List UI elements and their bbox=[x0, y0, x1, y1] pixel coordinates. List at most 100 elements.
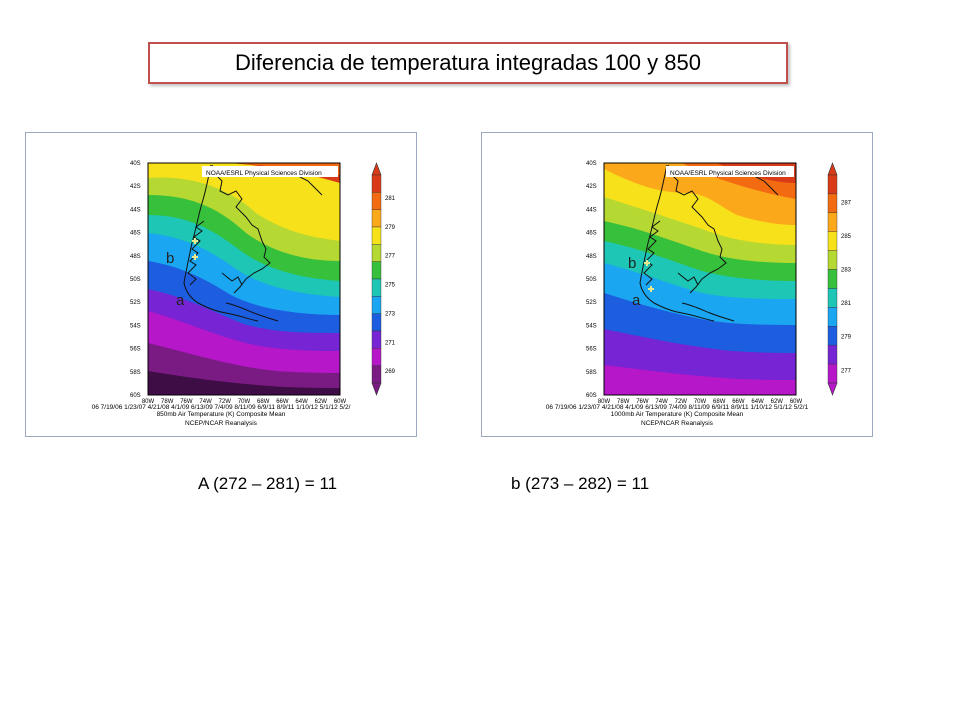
caption-left: A (272 – 281) = 11 bbox=[198, 474, 338, 493]
colorbar-1000mb: 287 285 283 281 279 277 bbox=[827, 162, 852, 396]
lat-label: 58S bbox=[130, 370, 141, 376]
lon-label: 76W bbox=[636, 399, 649, 405]
lat-label: 46S bbox=[130, 231, 141, 237]
lon-label: 78W bbox=[617, 399, 630, 405]
colorbar-segment bbox=[371, 226, 382, 245]
coastline bbox=[183, 164, 323, 322]
lon-label: 62W bbox=[315, 399, 328, 405]
latitude-labels: 40S 42S 44S 46S 48S 50S 52S 54S 56S 58S 60S bbox=[130, 161, 141, 399]
colorbar-segment bbox=[827, 250, 838, 270]
lon-label: 64W bbox=[295, 399, 308, 405]
colorbar-label: 277 bbox=[385, 254, 396, 260]
lon-label: 62W bbox=[771, 399, 784, 405]
colorbar-label: 273 bbox=[385, 311, 396, 317]
lat-label: 44S bbox=[130, 207, 141, 213]
colorbar-label: 269 bbox=[385, 369, 396, 375]
colorbar-segment bbox=[371, 174, 382, 193]
map-subtitle: 850mb Air Temperature (K) Composite Mean bbox=[157, 411, 286, 418]
map-frame bbox=[147, 162, 341, 396]
colorbar-label: 283 bbox=[841, 268, 852, 274]
lat-label: 50S bbox=[130, 277, 141, 283]
longitude-labels: 80W 78W 76W 74W 72W 70W 68W 66W 64W 62W 60W bbox=[598, 399, 803, 405]
colorbar-segment bbox=[827, 363, 838, 384]
credit-box bbox=[202, 166, 338, 177]
lon-label: 78W bbox=[161, 399, 174, 405]
credit-box bbox=[666, 166, 794, 177]
credit-text: NOAA/ESRL Physical Sciences Division bbox=[670, 170, 786, 177]
page-title: Diferencia de temperatura integradas 100… bbox=[235, 50, 701, 75]
map-subtitle: 1000mb Air Temperature (K) Composite Mea… bbox=[611, 411, 744, 418]
lon-label: 80W bbox=[142, 399, 155, 405]
colorbar-label: 271 bbox=[385, 340, 396, 346]
colorbar-segment bbox=[827, 344, 838, 365]
colorbar-segment bbox=[827, 174, 838, 195]
lon-label: 76W bbox=[180, 399, 193, 405]
lat-label: 60S bbox=[130, 393, 141, 399]
date-list: 06 7/19/06 1/23/07 4/21/08 4/1/09 6/13/0… bbox=[546, 404, 809, 411]
map-panel-850mb: b a NOAA/ESRL Physical Sciences Division… bbox=[25, 132, 417, 437]
map-figure-850mb: b a NOAA/ESRL Physical Sciences Division… bbox=[26, 133, 416, 436]
lat-label: 56S bbox=[130, 347, 141, 353]
lon-label: 64W bbox=[751, 399, 764, 405]
lat-label: 42S bbox=[130, 184, 141, 190]
lon-label: 68W bbox=[713, 399, 726, 405]
lon-label: 60W bbox=[790, 399, 803, 405]
lat-label: 52S bbox=[130, 300, 141, 306]
lat-label: 48S bbox=[586, 254, 597, 260]
lon-label: 66W bbox=[732, 399, 745, 405]
lat-label: 54S bbox=[586, 323, 597, 329]
lon-label: 74W bbox=[199, 399, 212, 405]
colorbar-label: 279 bbox=[841, 335, 852, 341]
lon-label: 74W bbox=[655, 399, 668, 405]
colorbar-segment bbox=[371, 365, 382, 384]
lat-label: 50S bbox=[586, 277, 597, 283]
lat-label: 52S bbox=[586, 300, 597, 306]
temperature-field bbox=[148, 163, 340, 395]
colorbar-label: 281 bbox=[841, 301, 852, 307]
longitude-labels: 80W 78W 76W 74W 72W 70W 68W 66W 64W 62W 60W bbox=[142, 399, 347, 405]
latitude-labels: 40S 42S 44S 46S 48S 50S 52S 54S 56S 58S 60S bbox=[586, 161, 597, 399]
lat-label: 60S bbox=[586, 393, 597, 399]
colorbar-label: 277 bbox=[841, 368, 852, 374]
point-b-label: b bbox=[628, 255, 636, 272]
lon-label: 70W bbox=[694, 399, 707, 405]
lat-label: 56S bbox=[586, 347, 597, 353]
map-figure-1000mb: b a NOAA/ESRL Physical Sciences Division… bbox=[482, 133, 872, 436]
colorbar-label: 275 bbox=[385, 283, 396, 289]
temperature-field bbox=[604, 163, 796, 395]
colorbar-segment bbox=[827, 326, 838, 346]
colorbar-label: 279 bbox=[385, 225, 396, 231]
lon-label: 70W bbox=[238, 399, 251, 405]
lat-label: 40S bbox=[586, 161, 597, 167]
colorbar-segment bbox=[371, 244, 382, 262]
colorbar-850mb: 281 279 277 275 273 271 269 bbox=[371, 162, 396, 396]
colorbar-label: 281 bbox=[385, 196, 396, 202]
lon-label: 80W bbox=[598, 399, 611, 405]
lat-label: 44S bbox=[586, 207, 597, 213]
colorbar-segment bbox=[371, 348, 382, 366]
lon-label: 72W bbox=[675, 399, 688, 405]
lat-label: 48S bbox=[130, 254, 141, 260]
colorbar-segment bbox=[827, 231, 838, 251]
point-b-label: b bbox=[166, 250, 174, 267]
point-a-label: a bbox=[176, 292, 185, 309]
colorbar-segment bbox=[371, 278, 382, 297]
lat-label: 42S bbox=[586, 184, 597, 190]
lat-label: 54S bbox=[130, 323, 141, 329]
map-panel-1000mb: b a NOAA/ESRL Physical Sciences Division… bbox=[481, 132, 873, 437]
lat-label: 40S bbox=[130, 161, 141, 167]
colorbar-segment bbox=[371, 313, 382, 332]
lon-label: 60W bbox=[334, 399, 347, 405]
colorbar-segment bbox=[827, 269, 838, 289]
colorbar-bottom-arrow bbox=[827, 382, 838, 396]
point-markers-850mb: b a bbox=[166, 238, 198, 309]
date-list: 06 7/19/06 1/23/07 4/21/08 4/1/09 6/13/0… bbox=[92, 404, 351, 411]
point-markers-1000mb: b a bbox=[628, 255, 654, 309]
credit-text: NOAA/ESRL Physical Sciences Division bbox=[206, 170, 322, 177]
colorbar-segment bbox=[827, 288, 838, 308]
title-box: Diferencia de temperatura integradas 100… bbox=[148, 42, 788, 84]
lon-label: 66W bbox=[276, 399, 289, 405]
colorbar-bottom-arrow bbox=[371, 382, 382, 396]
colorbar-label: 287 bbox=[841, 201, 852, 207]
lat-label: 58S bbox=[586, 370, 597, 376]
